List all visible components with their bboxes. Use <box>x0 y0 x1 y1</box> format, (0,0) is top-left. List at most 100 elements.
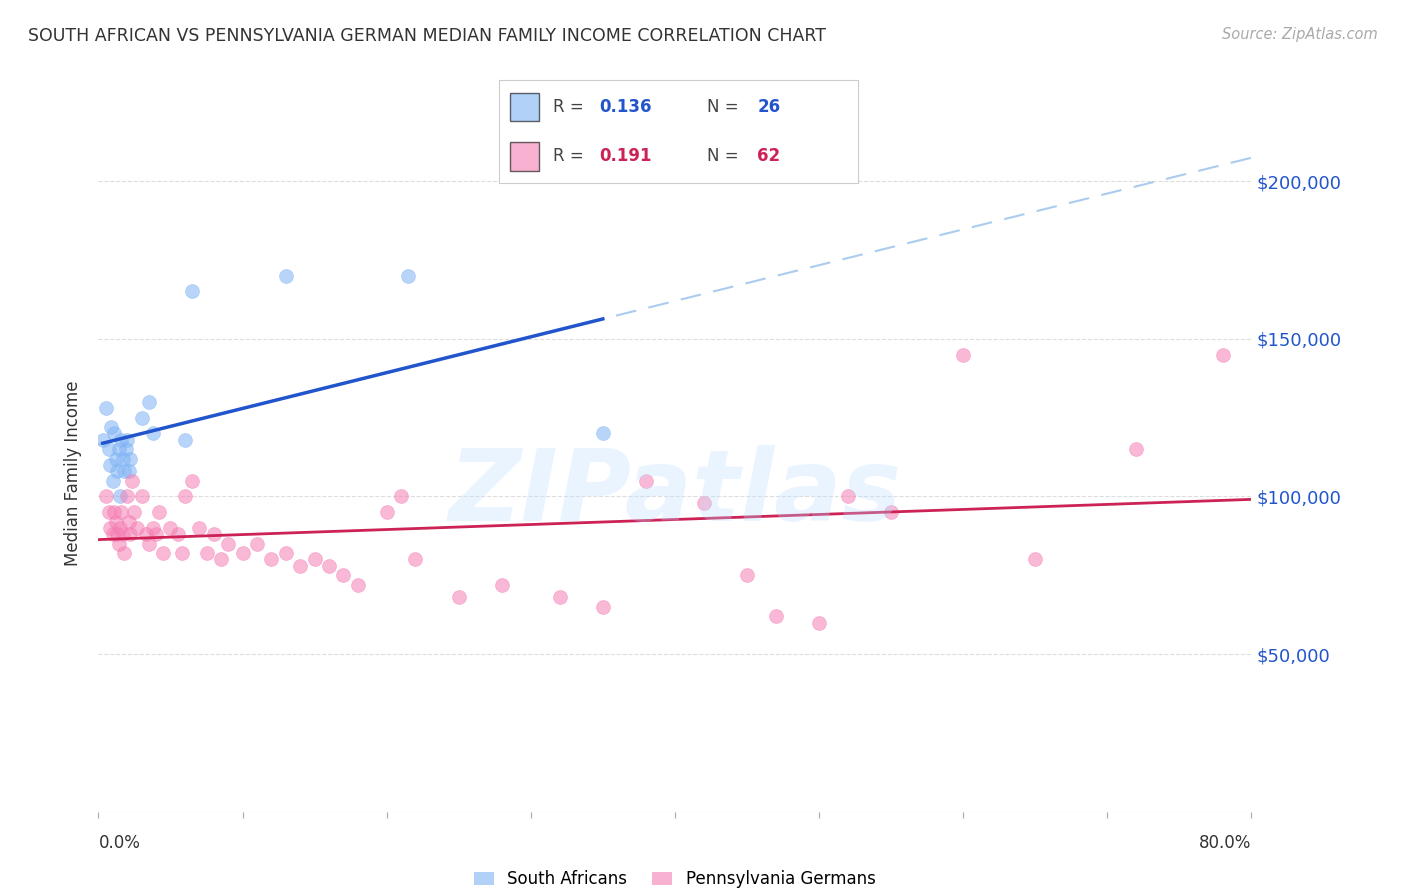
Point <box>396 268 419 283</box>
Point <box>1212 347 1234 361</box>
Point <box>346 577 368 591</box>
Point <box>318 558 340 573</box>
Text: 80.0%: 80.0% <box>1199 834 1251 852</box>
Point <box>274 546 297 560</box>
Point <box>837 490 859 504</box>
Point <box>111 527 134 541</box>
Text: SOUTH AFRICAN VS PENNSYLVANIA GERMAN MEDIAN FAMILY INCOME CORRELATION CHART: SOUTH AFRICAN VS PENNSYLVANIA GERMAN MED… <box>28 27 827 45</box>
FancyBboxPatch shape <box>510 142 538 170</box>
Point <box>108 521 131 535</box>
Point <box>290 558 312 573</box>
Point <box>121 474 143 488</box>
Point <box>174 490 197 504</box>
Point <box>389 490 412 504</box>
Y-axis label: Median Family Income: Median Family Income <box>65 380 83 566</box>
Point <box>124 505 146 519</box>
Point <box>94 490 117 504</box>
Text: 0.136: 0.136 <box>599 98 652 116</box>
Point <box>97 442 120 456</box>
Point <box>952 347 974 361</box>
Text: 0.0%: 0.0% <box>98 834 141 852</box>
Point <box>98 521 121 535</box>
Point <box>246 537 269 551</box>
Point <box>103 426 125 441</box>
Point <box>1125 442 1147 456</box>
Text: R =: R = <box>553 98 589 116</box>
Point <box>332 568 354 582</box>
Point <box>880 505 903 519</box>
Text: ZIPatlas: ZIPatlas <box>449 444 901 541</box>
Point <box>120 527 142 541</box>
Point <box>131 490 153 504</box>
Point <box>188 521 211 535</box>
Point <box>274 268 297 283</box>
Point <box>142 521 165 535</box>
Point <box>693 496 716 510</box>
Point <box>127 521 149 535</box>
Point <box>135 527 157 541</box>
Legend: South Africans, Pennsylvania Germans: South Africans, Pennsylvania Germans <box>467 863 883 892</box>
Text: Source: ZipAtlas.com: Source: ZipAtlas.com <box>1222 27 1378 42</box>
Point <box>152 546 174 560</box>
Point <box>181 474 204 488</box>
Point <box>548 591 571 605</box>
Point <box>120 451 142 466</box>
Point <box>131 410 153 425</box>
Point <box>217 537 239 551</box>
Point <box>118 515 141 529</box>
FancyBboxPatch shape <box>510 93 538 121</box>
Point <box>112 464 135 478</box>
Point <box>108 490 131 504</box>
Point <box>405 552 427 566</box>
Point <box>447 591 470 605</box>
Point <box>159 521 181 535</box>
Point <box>114 442 136 456</box>
Point <box>112 546 135 560</box>
Point <box>104 515 127 529</box>
Point <box>97 505 120 519</box>
Point <box>491 577 513 591</box>
Point <box>142 426 165 441</box>
Point <box>304 552 326 566</box>
Point <box>636 474 658 488</box>
Point <box>104 451 127 466</box>
Point <box>209 552 232 566</box>
Point <box>174 433 197 447</box>
Point <box>118 464 141 478</box>
Text: N =: N = <box>707 98 744 116</box>
Point <box>117 490 139 504</box>
Point <box>148 505 170 519</box>
Point <box>138 537 160 551</box>
Text: 26: 26 <box>758 98 780 116</box>
Point <box>111 451 134 466</box>
Point <box>107 442 129 456</box>
Point <box>101 527 124 541</box>
Point <box>231 546 254 560</box>
Point <box>166 527 188 541</box>
Point <box>592 426 614 441</box>
Point <box>195 546 218 560</box>
Point <box>94 401 117 416</box>
Point <box>202 527 225 541</box>
Text: R =: R = <box>553 147 589 165</box>
Text: 0.191: 0.191 <box>599 147 652 165</box>
Point <box>107 537 129 551</box>
Point <box>807 615 830 630</box>
Point <box>145 527 167 541</box>
Point <box>105 527 128 541</box>
Point <box>110 433 132 447</box>
Point <box>375 505 398 519</box>
Point <box>91 433 114 447</box>
Point <box>110 505 132 519</box>
Point <box>1024 552 1046 566</box>
Point <box>260 552 283 566</box>
Point <box>181 285 204 299</box>
Point <box>138 394 160 409</box>
Point <box>765 609 787 624</box>
Point <box>105 464 128 478</box>
Point <box>98 458 121 472</box>
Point <box>117 433 139 447</box>
Point <box>100 420 122 434</box>
Point <box>170 546 193 560</box>
Text: N =: N = <box>707 147 744 165</box>
